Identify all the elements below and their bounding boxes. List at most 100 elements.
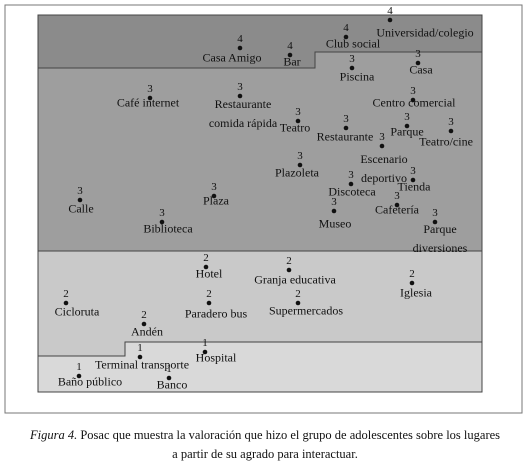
place-label: Plazoleta <box>275 165 319 180</box>
place-point <box>379 143 385 149</box>
place-level: 3 <box>415 48 421 60</box>
place-label: Parque <box>390 124 424 139</box>
place-label: Hotel <box>195 266 223 281</box>
place-level: 4 <box>343 22 349 34</box>
place-label: Casa Amigo <box>202 50 262 65</box>
place-point <box>211 193 217 199</box>
place-label: Discoteca <box>328 184 376 199</box>
place-point <box>410 97 416 103</box>
place-point <box>295 300 301 306</box>
place-level: 2 <box>409 268 415 280</box>
figure <box>4 4 523 414</box>
place-label: Universidad/colegio <box>376 25 474 40</box>
place-level: 2 <box>141 309 147 321</box>
place-level: 3 <box>448 116 454 128</box>
place-label: Plaza <box>203 193 229 208</box>
place-label: Supermercados <box>269 303 343 318</box>
figure-caption: Figura 4. Posac que muestra la valoració… <box>30 426 500 464</box>
place-point <box>295 118 301 124</box>
place-level: 3 <box>147 83 153 95</box>
place-point <box>394 202 400 208</box>
place-level: 3 <box>211 181 217 193</box>
place-level: 3 <box>432 207 438 219</box>
place-level: 2 <box>295 288 301 300</box>
place-level: 1 <box>166 363 172 375</box>
place-level: 2 <box>286 255 292 267</box>
place-label: Parque diversiones <box>412 222 468 255</box>
place-label: Club social <box>325 36 381 51</box>
place-point <box>410 177 416 183</box>
place-level: 3 <box>410 85 416 97</box>
place-label: Restaurante comida rápida <box>208 97 278 130</box>
place-point <box>159 219 165 225</box>
place-point <box>202 349 208 355</box>
place-level: 3 <box>379 131 385 143</box>
place-point <box>387 17 393 23</box>
place-level: 2 <box>63 288 69 300</box>
place-point <box>348 181 354 187</box>
place-label: Calle <box>68 201 94 216</box>
place-label: Granja educativa <box>254 272 336 287</box>
place-point <box>206 300 212 306</box>
place-point <box>286 267 292 273</box>
place-label: Cicloruta <box>54 304 100 319</box>
place-label: Tienda <box>397 179 431 194</box>
place-point <box>237 93 243 99</box>
place-level: 2 <box>206 288 212 300</box>
place-label: Paradero bus <box>184 306 248 321</box>
place-level: 1 <box>137 342 143 354</box>
place-label: Andén <box>131 324 163 339</box>
region-level-2 <box>37 250 483 357</box>
place-label: Cafetería <box>375 202 419 217</box>
place-label: Bar <box>283 54 301 69</box>
place-point <box>77 197 83 203</box>
place-label: Hospital <box>195 350 237 365</box>
place-point <box>331 208 337 214</box>
place-point <box>415 60 421 66</box>
place-point <box>404 123 410 129</box>
place-level: 2 <box>203 252 209 264</box>
place-label: Banco <box>156 377 188 392</box>
figure-frame <box>4 4 523 414</box>
place-level: 3 <box>410 165 416 177</box>
place-point <box>147 95 153 101</box>
place-point <box>287 52 293 58</box>
place-label: Teatro/cine <box>419 134 473 149</box>
place-point <box>141 321 147 327</box>
place-level: 4 <box>237 33 243 45</box>
place-level: 3 <box>77 185 83 197</box>
place-level: 1 <box>76 361 82 373</box>
region-level-1 <box>37 341 483 393</box>
place-label: Museo <box>318 216 352 231</box>
place-point <box>409 280 415 286</box>
place-point <box>166 375 172 381</box>
place-point <box>297 162 303 168</box>
place-point <box>137 354 143 360</box>
place-level: 4 <box>287 40 293 52</box>
caption-label: Figura 4. <box>30 428 78 442</box>
place-label: Terminal transporte <box>94 357 190 372</box>
place-label: Café internet <box>116 95 180 110</box>
place-label: Piscina <box>339 69 375 84</box>
place-level: 3 <box>331 196 337 208</box>
place-point <box>203 264 209 270</box>
place-level: 3 <box>348 169 354 181</box>
place-point <box>349 65 355 71</box>
place-level: 3 <box>394 190 400 202</box>
caption-text: Posac que muestra la valoración que hizo… <box>80 428 501 461</box>
place-level: 4 <box>387 5 393 17</box>
place-level: 3 <box>343 113 349 125</box>
place-label: Restaurante <box>316 129 374 144</box>
place-point <box>448 128 454 134</box>
place-point <box>76 373 82 379</box>
place-label: Baño público <box>57 374 123 389</box>
place-point <box>343 34 349 40</box>
place-level: 1 <box>202 337 208 349</box>
place-point <box>63 300 69 306</box>
place-level: 3 <box>295 106 301 118</box>
place-point <box>343 125 349 131</box>
place-level: 3 <box>349 53 355 65</box>
place-level: 3 <box>237 81 243 93</box>
place-label: Biblioteca <box>143 221 193 236</box>
